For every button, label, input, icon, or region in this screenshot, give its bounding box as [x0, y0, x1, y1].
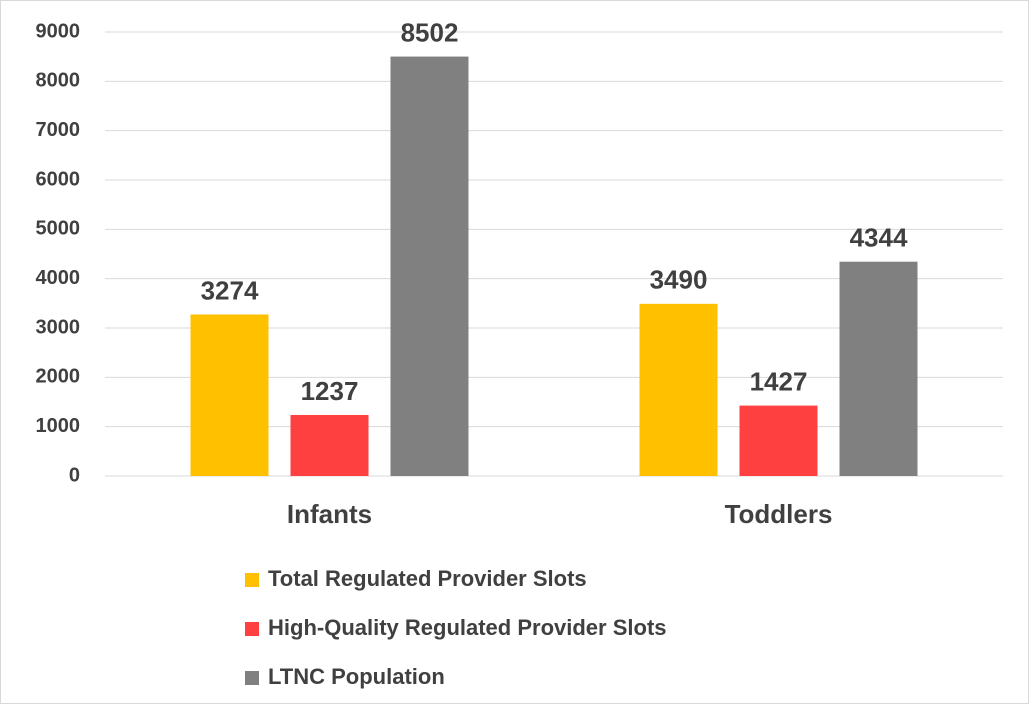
legend-swatch [245, 671, 259, 685]
legend-swatch [245, 573, 259, 587]
y-tick-label: 8000 [36, 70, 81, 92]
legend-swatch [245, 622, 259, 636]
data-label: 1237 [301, 376, 359, 406]
y-tick-label: 0 [69, 464, 80, 486]
bar [290, 414, 369, 476]
y-tick-label: 7000 [36, 119, 81, 141]
legend-label: Total Regulated Provider Slots [268, 566, 587, 591]
legend-label: LTNC Population [268, 664, 445, 689]
data-label: 1427 [750, 366, 808, 396]
data-label: 4344 [850, 223, 908, 253]
y-tick-label: 3000 [36, 316, 81, 338]
x-tick-label: Toddlers [725, 499, 833, 529]
y-tick-label: 6000 [36, 168, 81, 190]
bar [190, 314, 269, 476]
bar [839, 261, 918, 476]
data-label: 8502 [401, 17, 459, 47]
bar [390, 56, 469, 477]
x-tick-label: Infants [287, 499, 372, 529]
y-tick-label: 1000 [36, 415, 81, 437]
y-tick-label: 4000 [36, 267, 81, 289]
data-label: 3490 [650, 265, 708, 295]
y-tick-label: 5000 [36, 218, 81, 240]
bar [639, 303, 718, 476]
data-label: 3274 [201, 275, 259, 305]
bar [739, 405, 818, 476]
y-tick-label: 2000 [36, 366, 81, 388]
legend-label: High-Quality Regulated Provider Slots [268, 615, 667, 640]
y-tick-label: 9000 [36, 20, 81, 42]
